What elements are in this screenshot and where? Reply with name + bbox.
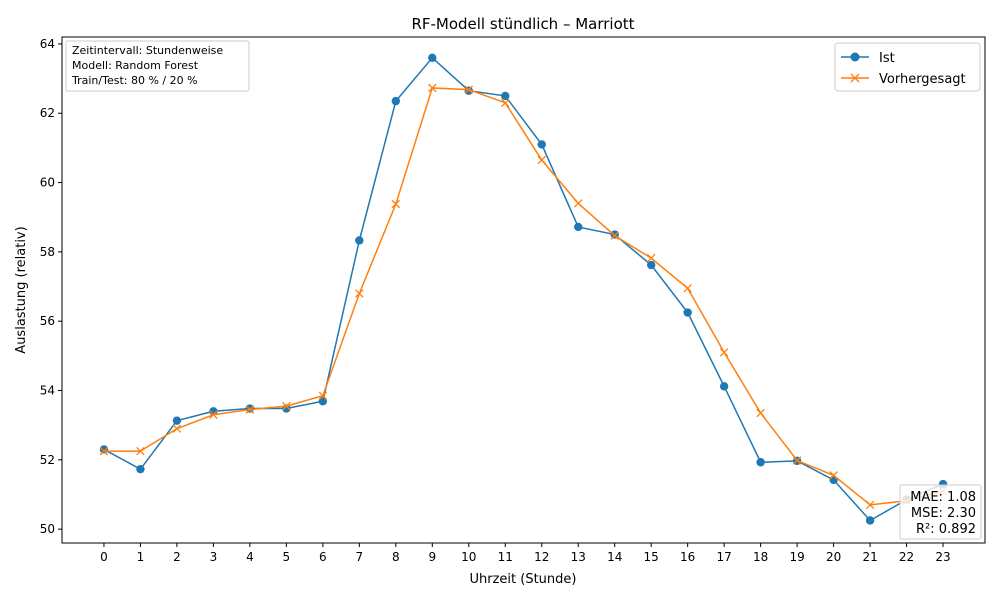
x-tick-label: 2 [173,550,181,564]
series-line-ist [103,56,944,522]
data-point-ist [719,382,729,391]
data-point-vorhergesagt [792,456,802,465]
data-point-vorhergesagt [428,83,437,93]
metric-line: R²: 0.892 [916,522,976,537]
y-tick-label: 62 [40,106,55,120]
data-point-vorhergesagt [209,410,218,420]
data-point-ist [646,260,656,270]
metrics-box: MAE: 1.08 MSE: 2.30 R²: 0.892 [899,484,982,540]
y-tick-label: 64 [40,37,55,51]
data-point-ist [683,308,692,317]
data-point-vorhergesagt [172,424,182,433]
info-line: Train/Test: 80 % / 20 % [71,74,198,87]
legend: Ist Vorhergesagt [834,42,981,92]
x-tick-label: 1 [137,550,145,564]
data-point-vorhergesagt [99,446,109,456]
data-point-ist [391,96,401,106]
x-tick-label: 7 [356,550,364,564]
data-point-vorhergesagt [282,401,291,411]
x-axis-label: Uhrzeit (Stunde) [470,572,577,587]
data-point-vorhergesagt [829,471,838,480]
x-tick-label: 17 [717,550,732,564]
x-tick-label: 13 [571,550,586,564]
metric-line: MSE: 2.30 [911,506,976,521]
x-tick-label: 23 [935,550,950,564]
data-point-ist [537,140,546,149]
data-point-vorhergesagt [719,348,729,357]
data-point-vorhergesagt [136,446,145,456]
x-tick-label: 11 [498,550,513,564]
data-point-vorhergesagt [355,289,364,298]
info-line: Modell: Random Forest [72,59,199,72]
data-point-vorhergesagt [756,408,765,418]
chart-title: RF-Modell stündlich – Marriott [411,15,634,33]
legend-marker-ist [850,52,860,62]
x-tick-label: 0 [100,550,108,564]
data-point-vorhergesagt [245,405,255,414]
x-tick-label: 3 [210,550,218,564]
x-tick-label: 8 [392,550,400,564]
y-tick-label: 50 [40,522,55,536]
data-point-ist [865,516,875,525]
data-point-vorhergesagt [500,98,510,108]
info-box: Zeitintervall: Stundenweise Modell: Rand… [65,40,250,92]
x-tick-label: 4 [246,550,254,564]
y-tick-label: 60 [40,176,55,190]
x-tick-label: 5 [283,550,291,564]
data-point-ist [355,236,364,245]
legend-label-ist: Ist [879,51,895,66]
x-tick-label: 18 [753,550,768,564]
plot-frame [61,36,986,544]
plot-area [99,53,948,525]
metric-line: MAE: 1.08 [910,490,976,505]
x-tick-label: 10 [461,550,476,564]
data-point-ist [245,404,255,413]
data-point-ist [574,222,583,232]
data-point-vorhergesagt [391,199,401,209]
x-tick-label: 19 [789,550,804,564]
data-point-vorhergesagt [683,284,692,293]
y-tick-label: 58 [40,245,55,259]
x-tick-label: 21 [862,550,877,564]
data-point-vorhergesagt [537,155,547,165]
x-tick-label: 22 [899,550,914,564]
data-point-ist [501,91,510,101]
data-point-vorhergesagt [318,391,328,400]
data-point-vorhergesagt [646,253,656,263]
data-point-ist [136,464,145,474]
y-tick-label: 52 [40,453,55,467]
x-tick-label: 14 [607,550,622,564]
axis-ticks: 0 1 2 3 4 5 6 7 8 9 10 11 12 13 14 15 16 17 18 19 20 21 22 2350… [40,37,951,564]
data-point-ist [428,53,437,62]
data-point-vorhergesagt [464,85,474,94]
data-point-ist [318,397,328,406]
x-tick-label: 16 [680,550,695,564]
y-axis-label: Auslastung (relativ) [14,226,29,353]
series-line-vorhergesagt [103,87,944,506]
data-point-vorhergesagt [610,231,619,240]
data-point-vorhergesagt [865,500,875,510]
legend-marker-vorhergesagt [850,73,860,83]
x-tick-label: 12 [534,550,549,564]
legend-label-vorhergesagt: Vorhergesagt [879,72,966,87]
data-point-ist [756,458,765,467]
data-point-vorhergesagt [573,199,583,208]
x-tick-label: 9 [428,550,436,564]
x-tick-label: 15 [644,550,659,564]
info-line: Zeitintervall: Stundenweise [72,44,223,57]
data-point-ist [172,416,182,425]
x-tick-label: 6 [319,550,327,564]
data-point-ist [99,445,109,454]
y-tick-label: 56 [40,314,55,328]
y-tick-label: 54 [40,384,55,398]
x-tick-label: 20 [826,550,841,564]
data-point-ist [464,86,473,95]
